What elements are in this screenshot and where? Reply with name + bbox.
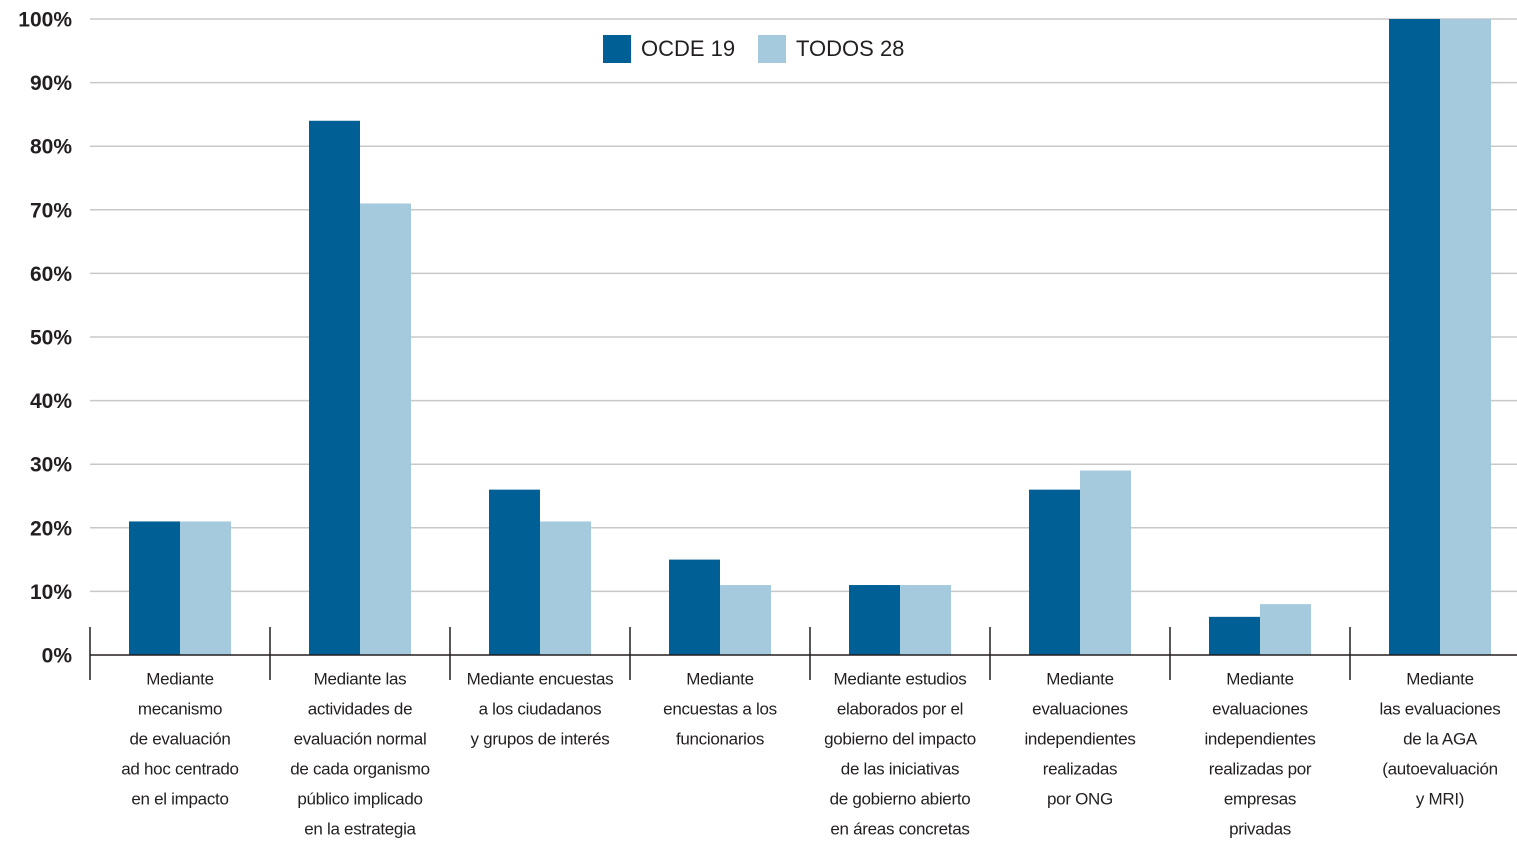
legend-swatch (758, 35, 786, 63)
x-tick-label: público implicado (297, 789, 422, 808)
y-tick-label: 10% (30, 581, 72, 604)
y-tick-label: 100% (18, 9, 72, 32)
x-tick-label: evaluaciones (1212, 699, 1308, 718)
x-tick-label: de las iniciativas (841, 759, 959, 778)
x-tick-label: Mediante (686, 669, 754, 688)
x-tick-label: independientes (1204, 729, 1315, 748)
y-tick-label: 60% (30, 263, 72, 286)
bar (669, 559, 720, 655)
x-tick-label: Mediante estudios (834, 669, 967, 688)
legend-label: OCDE 19 (641, 36, 735, 61)
x-tick-label: funcionarios (676, 729, 764, 748)
x-tick-label: Mediante encuestas (467, 669, 614, 688)
x-tick-label: ad hoc centrado (121, 759, 238, 778)
bar (900, 585, 951, 655)
x-tick-label: mecanismo (138, 699, 222, 718)
x-tick-label: (autoevaluación (1382, 759, 1498, 778)
x-tick-label: y grupos de interés (471, 729, 610, 748)
y-tick-label: 90% (30, 72, 72, 95)
x-tick-label: y MRI) (1416, 789, 1464, 808)
x-tick-label: Mediante (146, 669, 214, 688)
bar (540, 521, 591, 655)
legend-swatch (603, 35, 631, 63)
x-tick-label: de la AGA (1403, 729, 1478, 748)
y-tick-label: 50% (30, 327, 72, 350)
x-tick-label: las evaluaciones (1380, 699, 1501, 718)
bar (1029, 489, 1080, 655)
x-tick-label: en el impacto (131, 789, 228, 808)
x-tick-label: elaborados por el (837, 699, 963, 718)
y-tick-label: 40% (30, 390, 72, 413)
x-tick-label: evaluaciones (1032, 699, 1128, 718)
y-tick-label: 30% (30, 454, 72, 477)
bar (180, 521, 231, 655)
bar (489, 489, 540, 655)
y-tick-label: 80% (30, 136, 72, 159)
bar (720, 585, 771, 655)
x-tick-label: evaluación normal (294, 729, 427, 748)
x-tick-label: en áreas concretas (830, 819, 969, 838)
x-tick-label: realizadas (1043, 759, 1118, 778)
x-tick-label: por ONG (1047, 789, 1113, 808)
x-tick-label: en la estrategia (304, 819, 416, 838)
x-tick-label: gobierno del impacto (824, 729, 976, 748)
bar (309, 120, 360, 655)
bar (1209, 616, 1260, 655)
x-tick-label: Mediante las (314, 669, 407, 688)
x-tick-label: de gobierno abierto (830, 789, 971, 808)
x-tick-label: de evaluación (129, 729, 230, 748)
bar (1440, 19, 1491, 655)
x-tick-label: realizadas por (1209, 759, 1312, 778)
bar (1389, 19, 1440, 655)
x-tick-label: privadas (1229, 819, 1291, 838)
bar (1080, 470, 1131, 655)
x-tick-label: independientes (1024, 729, 1135, 748)
bar (1260, 604, 1311, 655)
x-tick-label: a los ciudadanos (479, 699, 602, 718)
bar (849, 585, 900, 655)
bar (360, 203, 411, 655)
x-tick-label: encuestas a los (663, 699, 777, 718)
legend-label: TODOS 28 (796, 36, 904, 61)
y-tick-label: 20% (30, 517, 72, 540)
x-tick-label: actividades de (308, 699, 412, 718)
x-tick-label: Mediante (1406, 669, 1474, 688)
x-tick-label: empresas (1224, 789, 1296, 808)
y-tick-label: 70% (30, 199, 72, 222)
bar (129, 521, 180, 655)
y-tick-label: 0% (42, 645, 73, 668)
x-tick-label: de cada organismo (290, 759, 430, 778)
x-tick-label: Mediante (1046, 669, 1114, 688)
x-tick-label: Mediante (1226, 669, 1294, 688)
